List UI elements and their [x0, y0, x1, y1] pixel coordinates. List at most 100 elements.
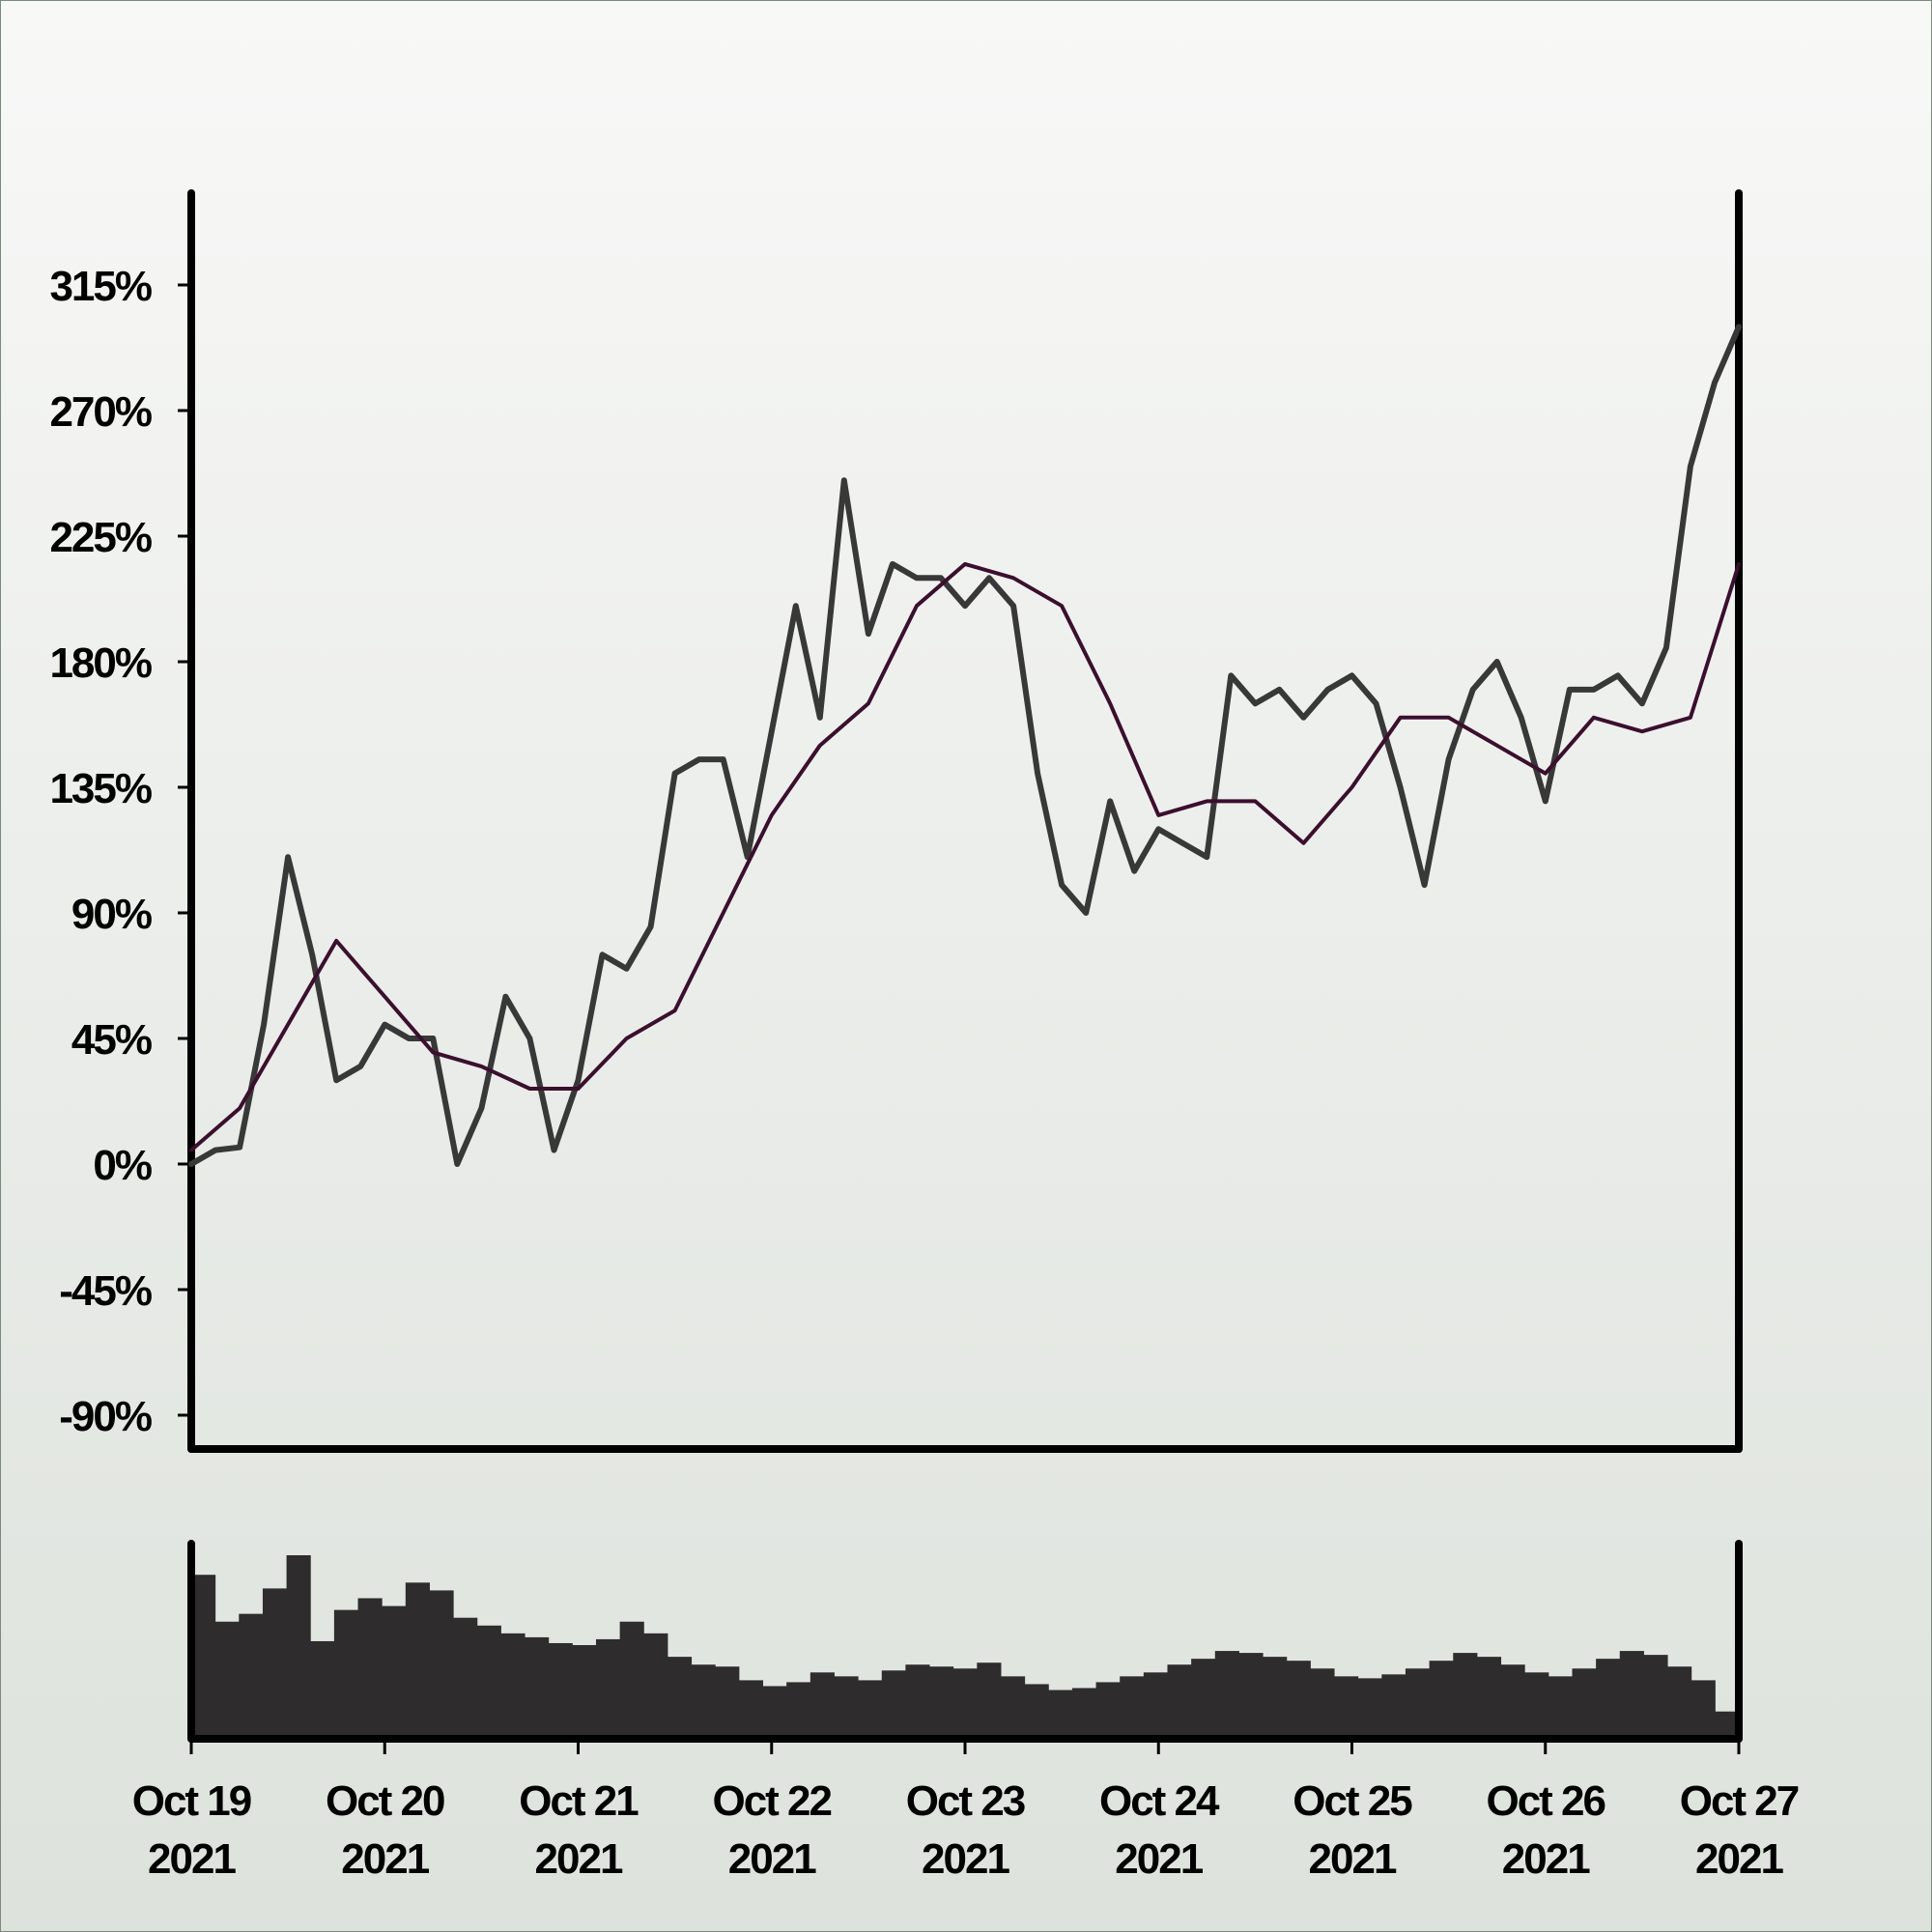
volume-bar — [905, 1664, 930, 1735]
x-tick-label-year: 2021 — [1115, 1835, 1203, 1883]
volume-bar — [1024, 1684, 1049, 1735]
x-tick-label-year: 2021 — [341, 1835, 429, 1883]
x-tick-label-date: Oct 24 — [1099, 1777, 1220, 1825]
volume-bar — [667, 1657, 693, 1735]
volume-bar — [500, 1633, 526, 1735]
volume-bar — [1643, 1655, 1668, 1735]
volume-bar — [1238, 1653, 1264, 1735]
y-tick-label: 135% — [49, 765, 151, 812]
volume-bar — [952, 1668, 978, 1735]
volume-bar — [881, 1670, 906, 1735]
volume-bar — [1690, 1680, 1716, 1735]
volume-bar — [1048, 1690, 1073, 1735]
x-tick-label-year: 2021 — [922, 1835, 1009, 1883]
volume-bar — [977, 1662, 1002, 1735]
volume-bar — [858, 1680, 883, 1735]
y-tick-label: 315% — [49, 263, 151, 310]
volume-bar — [357, 1598, 383, 1735]
volume-bar — [762, 1686, 787, 1735]
y-tick-label: -45% — [59, 1267, 152, 1315]
moving-average-line — [189, 561, 1741, 1152]
y-tick-label: 45% — [71, 1016, 152, 1064]
volume-bar — [310, 1640, 335, 1735]
volume-bar — [214, 1621, 240, 1735]
volume-bar — [1095, 1682, 1121, 1735]
volume-bar — [1453, 1653, 1478, 1735]
volume-bar — [1619, 1651, 1644, 1735]
volume-bar — [715, 1666, 740, 1735]
volume-bar — [1572, 1668, 1597, 1735]
volume-bar — [1263, 1657, 1288, 1735]
x-tick-label-year: 2021 — [1309, 1835, 1397, 1883]
y-tick-label: 225% — [49, 514, 151, 561]
volume-axes: Oct 19 2021 Oct 20 2021 Oct 21 2021 Oct 22 2021… — [132, 1540, 1801, 1883]
volume-bar — [619, 1621, 644, 1735]
volume-bar — [1500, 1664, 1525, 1735]
volume-bar — [1381, 1674, 1406, 1735]
volume-bar — [786, 1682, 811, 1735]
volume-bar — [525, 1636, 550, 1735]
volume-bar — [382, 1605, 407, 1735]
volume-bar — [738, 1680, 764, 1735]
volume-bar — [1429, 1661, 1454, 1735]
volume-bars — [191, 1555, 1740, 1735]
price-line — [188, 324, 1742, 1167]
x-tick-label-date: Oct 27 — [1680, 1777, 1799, 1825]
volume-bar — [595, 1638, 621, 1735]
volume-bar — [1357, 1678, 1382, 1735]
x-tick-label-date: Oct 25 — [1293, 1777, 1412, 1825]
volume-bar — [1191, 1659, 1216, 1735]
y-tick-label: 270% — [49, 388, 151, 436]
series-lines — [188, 324, 1742, 1167]
volume-bar — [405, 1582, 430, 1735]
volume-bar — [453, 1617, 478, 1735]
volume-bar — [1405, 1668, 1431, 1735]
volume-bar — [1214, 1651, 1239, 1735]
volume-bar — [1143, 1672, 1168, 1735]
volume-bar — [476, 1625, 501, 1735]
volume-bar — [1334, 1676, 1359, 1735]
volume-bar — [333, 1609, 359, 1735]
x-tick-label-date: Oct 22 — [712, 1777, 831, 1825]
y-tick-label: -90% — [59, 1393, 152, 1440]
x-tick-label-year: 2021 — [148, 1835, 236, 1883]
x-tick-label-year: 2021 — [535, 1835, 623, 1883]
x-tick-label-year: 2021 — [1502, 1835, 1590, 1883]
volume-bar — [834, 1676, 859, 1735]
volume-bar — [691, 1664, 716, 1735]
volume-bar — [1596, 1659, 1621, 1735]
y-tick-label: 90% — [71, 891, 152, 938]
x-tick-label-year: 2021 — [728, 1835, 816, 1883]
volume-bar — [1548, 1676, 1573, 1735]
y-tick-label: 180% — [49, 639, 151, 687]
volume-bar — [810, 1672, 835, 1735]
volume-bar — [429, 1590, 454, 1735]
x-tick-label-date: Oct 26 — [1486, 1777, 1605, 1825]
volume-bar — [929, 1666, 954, 1735]
volume-bar — [286, 1555, 311, 1735]
x-axis-ticks: Oct 19 2021 Oct 20 2021 Oct 21 2021 Oct 22 2021… — [132, 1739, 1801, 1883]
x-tick-label-date: Oct 19 — [132, 1777, 251, 1825]
volume-bar — [1476, 1657, 1502, 1735]
volume-bar — [191, 1575, 216, 1735]
volume-bar — [572, 1645, 597, 1735]
x-tick-label-year: 2021 — [1695, 1835, 1783, 1883]
price-axes: 315% 270% 225% 180% 135% 90% 45% 0% -45% -90% — [49, 189, 1743, 1453]
volume-bar — [1524, 1672, 1549, 1735]
y-tick-label: 0% — [93, 1142, 151, 1189]
volume-bar — [1000, 1676, 1026, 1735]
volume-bar — [239, 1613, 264, 1735]
volume-bar — [1167, 1664, 1192, 1735]
volume-bar — [262, 1588, 288, 1735]
volume-bar — [1286, 1661, 1311, 1735]
y-axis-ticks: 315% 270% 225% 180% 135% 90% 45% 0% -45% -90% — [49, 263, 191, 1440]
volume-bar — [1310, 1668, 1335, 1735]
x-tick-label-date: Oct 21 — [519, 1777, 639, 1825]
volume-bar — [1667, 1666, 1692, 1735]
volume-bar — [548, 1642, 573, 1735]
volume-bar — [1071, 1688, 1097, 1735]
x-tick-label-date: Oct 20 — [326, 1777, 444, 1825]
x-tick-label-date: Oct 23 — [906, 1777, 1025, 1825]
volume-bar — [643, 1633, 668, 1735]
